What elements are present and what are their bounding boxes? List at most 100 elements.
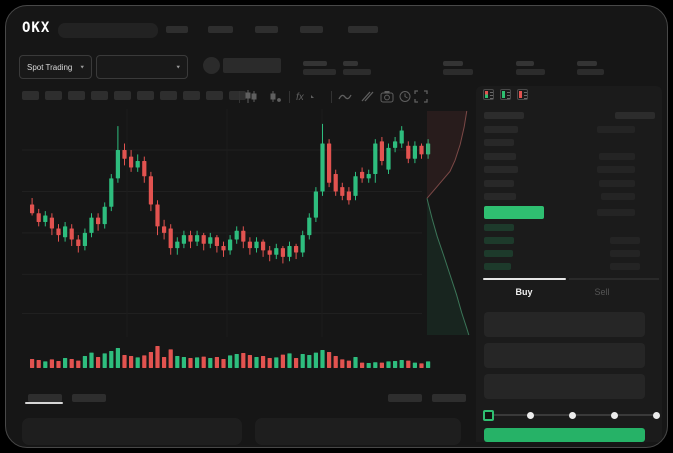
last-price-amount-placeholder: [597, 209, 635, 216]
toolbar-interval-1[interactable]: [22, 91, 39, 100]
bid-price-placeholder: [484, 237, 514, 244]
toolbar-interval-8[interactable]: [183, 91, 200, 100]
camera-icon[interactable]: [380, 90, 394, 103]
stat-label-placeholder: [443, 61, 463, 66]
order-book-header-amount: [615, 112, 655, 119]
toolbar-interval-2[interactable]: [45, 91, 62, 100]
okx-logo: OKX: [22, 20, 51, 36]
bid-price-placeholder: [484, 263, 511, 270]
stat-value-placeholder: [303, 69, 336, 75]
toolbar-divider: [331, 91, 332, 103]
ask-amount-placeholder: [597, 166, 635, 173]
total-input[interactable]: [484, 374, 645, 399]
bottom-action-2[interactable]: [432, 394, 466, 402]
price-input[interactable]: [484, 312, 645, 337]
book-icon-line: [490, 92, 493, 93]
book-icon-line: [507, 95, 510, 96]
tab-buy[interactable]: Buy: [515, 287, 533, 297]
bid-amount-placeholder: [610, 263, 640, 270]
nav-item-2[interactable]: [208, 26, 233, 33]
bottom-tab-1[interactable]: [28, 394, 62, 402]
slider-stop-3[interactable]: [611, 412, 618, 419]
nav-item-4[interactable]: [300, 26, 323, 33]
toolbar-divider: [239, 91, 240, 103]
ask-amount-placeholder: [599, 179, 635, 187]
bottom-tab-2[interactable]: [72, 394, 106, 402]
toolbar-interval-5[interactable]: [114, 91, 131, 100]
bottom-panel-1: [22, 418, 242, 445]
active-tab-indicator: [25, 402, 63, 404]
toolbar-interval-4[interactable]: [91, 91, 108, 100]
book-both-icon[interactable]: [483, 89, 494, 100]
toolbar-interval-6[interactable]: [137, 91, 154, 100]
amount-input[interactable]: [484, 343, 645, 368]
ask-amount-placeholder: [601, 193, 635, 200]
order-book-header-price: [484, 112, 524, 119]
history-clock-icon[interactable]: [398, 90, 412, 103]
chevron-down-icon: ▾: [80, 64, 84, 71]
volume-chart[interactable]: [22, 340, 462, 372]
trading-app-window: OKX Spot Trading ▾ ▾ fx Buy Sell: [5, 5, 668, 448]
bottom-action-1[interactable]: [388, 394, 422, 402]
book-asks-icon[interactable]: [517, 89, 528, 100]
nav-item-5[interactable]: [348, 26, 378, 33]
sell-tab-divider: [569, 278, 659, 280]
nav-item-1[interactable]: [166, 26, 188, 33]
slider-stop-1[interactable]: [527, 412, 534, 419]
coin-icon: [203, 57, 220, 74]
ask-amount-placeholder: [597, 125, 635, 133]
book-icon-line: [507, 98, 510, 99]
candle-dot-icon[interactable]: [268, 90, 282, 103]
line-style-icon[interactable]: [338, 90, 352, 103]
book-bids-icon[interactable]: [500, 89, 511, 100]
bid-price-placeholder: [484, 250, 513, 257]
toolbar-interval-9[interactable]: [206, 91, 223, 100]
slider-stop-4[interactable]: [653, 412, 660, 419]
toolbar-interval-3[interactable]: [68, 91, 85, 100]
bottom-panel-2: [255, 418, 461, 445]
book-icon-color-column: [485, 91, 488, 98]
last-price-bar[interactable]: [484, 206, 544, 219]
book-icon-line: [524, 95, 527, 96]
indicator-fx-icon[interactable]: fx: [296, 90, 316, 103]
tab-sell[interactable]: Sell: [594, 287, 610, 297]
candle-style-icon[interactable]: [244, 90, 258, 103]
book-icon-line: [524, 98, 527, 99]
stat-value-placeholder: [516, 69, 545, 75]
toolbar-interval-10[interactable]: [229, 91, 246, 100]
book-icon-line: [490, 98, 493, 99]
stat-label-placeholder: [577, 61, 597, 66]
stat-value-placeholder: [577, 69, 604, 75]
market-type-dropdown[interactable]: Spot Trading ▾: [19, 55, 92, 79]
draw-brush-icon[interactable]: [360, 90, 374, 103]
amount-slider-handle[interactable]: [483, 410, 494, 421]
pair-dropdown[interactable]: ▾: [96, 55, 188, 79]
svg-text:fx: fx: [296, 92, 305, 103]
candlestick-chart[interactable]: [22, 109, 478, 337]
order-book-panel: Buy Sell: [476, 86, 662, 442]
stat-label-placeholder: [303, 61, 327, 66]
nav-item-3[interactable]: [255, 26, 278, 33]
bid-amount-placeholder: [610, 237, 640, 244]
stat-value-placeholder: [343, 69, 371, 75]
book-icon-color-column: [502, 91, 505, 98]
market-type-label: Spot Trading: [27, 62, 73, 72]
book-icon-color-column: [519, 91, 522, 98]
ask-price-placeholder: [484, 179, 514, 187]
bid-price-placeholder: [484, 224, 514, 231]
toolbar-divider: [289, 91, 290, 103]
buy-tab-indicator: [483, 278, 566, 280]
ask-price-placeholder: [484, 193, 516, 200]
book-icon-line: [507, 92, 510, 93]
fullscreen-icon[interactable]: [414, 90, 428, 103]
stat-label-placeholder: [516, 61, 534, 66]
search-input[interactable]: [58, 23, 158, 38]
bid-amount-placeholder: [610, 250, 640, 257]
slider-stop-2[interactable]: [569, 412, 576, 419]
toolbar-interval-7[interactable]: [160, 91, 177, 100]
buy-submit-button[interactable]: [484, 428, 645, 442]
pair-name-placeholder: [223, 58, 281, 73]
chevron-down-icon: ▾: [176, 64, 180, 71]
ask-price-placeholder: [484, 125, 518, 133]
